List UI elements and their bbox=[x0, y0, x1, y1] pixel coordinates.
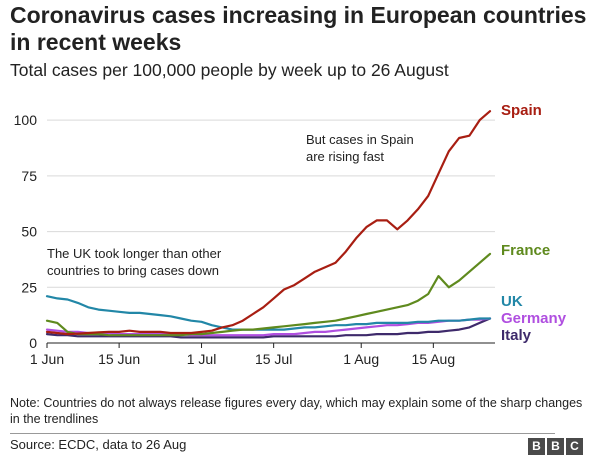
series-label-uk: UK bbox=[501, 293, 523, 310]
annotations: But cases in Spain are rising fast The UK … bbox=[47, 132, 414, 278]
series-line-france bbox=[45, 252, 492, 337]
series-label-italy: Italy bbox=[501, 327, 532, 344]
series-line-spain bbox=[45, 110, 492, 336]
bbc-logo-letter: B bbox=[547, 438, 564, 455]
y-tick-label: 25 bbox=[21, 279, 37, 295]
line-chart: 0 25 50 75 100 1 Jun 15 Jun 1 Jul 15 Jul 1 Aug 15 … bbox=[14, 102, 567, 367]
series-label-germany: Germany bbox=[501, 310, 567, 327]
series-lines bbox=[45, 110, 492, 339]
y-tick-label: 0 bbox=[29, 335, 37, 351]
x-tick-label: 1 Jul bbox=[187, 351, 217, 367]
y-tick-label: 50 bbox=[21, 224, 37, 240]
annotation-text: But cases in Spain bbox=[306, 132, 414, 147]
chart-subtitle: Total cases per 100,000 people by week u… bbox=[10, 60, 449, 80]
bbc-logo-letter: C bbox=[566, 438, 583, 455]
chart-title: Coronavirus cases increasing in European… bbox=[10, 2, 587, 55]
y-tick-label: 75 bbox=[21, 168, 37, 184]
annotation-text: are rising fast bbox=[306, 149, 384, 164]
annotation-text: countries to bring cases down bbox=[47, 263, 219, 278]
footer-divider bbox=[10, 433, 555, 434]
x-tick-label: 1 Aug bbox=[343, 351, 379, 367]
source-text: Source: ECDC, data to 26 Aug bbox=[10, 437, 187, 452]
y-tick-label: 100 bbox=[14, 112, 38, 128]
x-tick-label: 15 Jun bbox=[98, 351, 140, 367]
x-tick-label: 1 Jun bbox=[30, 351, 64, 367]
axes: 0 25 50 75 100 1 Jun 15 Jun 1 Jul 15 Jul 1 Aug 15 … bbox=[14, 112, 495, 367]
annotation-text: The UK took longer than other bbox=[47, 246, 222, 261]
chart-note: Note: Countries do not always release fi… bbox=[10, 396, 583, 426]
series-label-spain: Spain bbox=[501, 102, 542, 119]
x-tick-label: 15 Jul bbox=[255, 351, 292, 367]
grid-lines bbox=[47, 119, 495, 288]
bbc-logo-letter: B bbox=[528, 438, 545, 455]
bbc-logo: B B C bbox=[528, 438, 583, 455]
series-line-uk bbox=[45, 295, 492, 331]
series-label-france: France bbox=[501, 242, 550, 259]
x-tick-label: 15 Aug bbox=[412, 351, 456, 367]
